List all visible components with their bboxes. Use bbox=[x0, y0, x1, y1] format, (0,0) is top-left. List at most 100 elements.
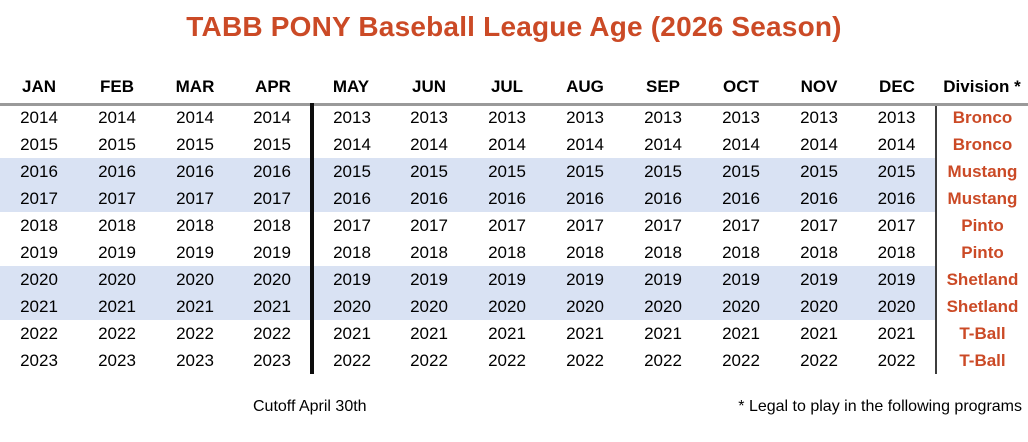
year-cell: 2019 bbox=[176, 242, 214, 262]
year-cell: 2016 bbox=[468, 185, 546, 212]
year-cell: 2017 bbox=[78, 185, 156, 212]
year-cell: 2014 bbox=[800, 134, 838, 154]
year-cell: 2018 bbox=[410, 242, 448, 262]
year-cell: 2021 bbox=[78, 293, 156, 320]
year-cell: 2020 bbox=[468, 293, 546, 320]
year-cell: 2016 bbox=[624, 185, 702, 212]
table-row: 2017 2017 2017 2017 2016 2016 2016 2016 2016 2016… bbox=[0, 185, 1028, 212]
column-header-sep: SEP bbox=[624, 76, 702, 106]
year-cell: 2020 bbox=[234, 266, 312, 293]
year-cell: 2022 bbox=[20, 323, 58, 343]
table-row: 2019 2019 2019 2019 2018 2018 2018 2018 2018 2018… bbox=[0, 239, 1028, 266]
table-row: 2021 2021 2021 2021 2020 2020 2020 2020 2020 2020… bbox=[0, 293, 1028, 320]
year-cell: 2018 bbox=[253, 215, 291, 235]
year-cell: 2019 bbox=[780, 266, 858, 293]
year-cell: 2019 bbox=[624, 266, 702, 293]
legal-note: * Legal to play in the following program… bbox=[738, 398, 1022, 415]
year-cell: 2014 bbox=[20, 108, 58, 128]
year-cell: 2017 bbox=[877, 215, 916, 235]
division-cell: Mustang bbox=[935, 158, 1028, 185]
year-cell: 2020 bbox=[858, 293, 936, 320]
year-cell: 2022 bbox=[410, 350, 448, 370]
division-cell: Shetland bbox=[935, 293, 1028, 320]
year-cell: 2019 bbox=[858, 266, 936, 293]
page-title: TABB PONY Baseball League Age (2026 Seas… bbox=[186, 11, 842, 42]
year-cell: 2017 bbox=[234, 185, 312, 212]
year-cell: 2014 bbox=[644, 134, 682, 154]
year-cell: 2017 bbox=[310, 212, 390, 239]
year-cell: 2017 bbox=[800, 215, 838, 235]
year-cell: 2021 bbox=[310, 320, 390, 347]
year-cell: 2014 bbox=[566, 134, 604, 154]
header-row: JAN FEB MAR APR MAY JUN JUL AUG SEP OCT … bbox=[0, 76, 1028, 106]
year-cell: 2014 bbox=[98, 108, 136, 128]
year-cell: 2019 bbox=[390, 266, 468, 293]
year-cell: 2021 bbox=[877, 323, 916, 343]
year-cell: 2014 bbox=[310, 131, 390, 158]
year-cell: 2019 bbox=[468, 266, 546, 293]
year-cell: 2018 bbox=[800, 242, 838, 262]
year-cell: 2017 bbox=[156, 185, 234, 212]
column-header-oct: OCT bbox=[702, 76, 780, 106]
year-cell: 2015 bbox=[390, 158, 468, 185]
division-cell: Bronco bbox=[935, 104, 1028, 131]
year-cell: 2022 bbox=[800, 350, 838, 370]
year-cell: 2018 bbox=[566, 242, 604, 262]
year-cell: 2022 bbox=[253, 323, 291, 343]
year-cell: 2021 bbox=[156, 293, 234, 320]
year-cell: 2013 bbox=[566, 108, 604, 128]
year-cell: 2014 bbox=[488, 134, 526, 154]
year-cell: 2022 bbox=[488, 350, 526, 370]
year-cell: 2019 bbox=[310, 266, 390, 293]
year-cell: 2015 bbox=[176, 134, 214, 154]
column-header-dec: DEC bbox=[858, 76, 936, 106]
year-cell: 2016 bbox=[780, 185, 858, 212]
year-cell: 2020 bbox=[390, 293, 468, 320]
year-cell: 2019 bbox=[546, 266, 624, 293]
year-cell: 2018 bbox=[176, 215, 214, 235]
year-cell: 2020 bbox=[0, 266, 78, 293]
year-cell: 2018 bbox=[20, 215, 58, 235]
table-row: 2018 2018 2018 2018 2017 2017 2017 2017 2017 2017… bbox=[0, 212, 1028, 239]
year-cell: 2017 bbox=[488, 215, 526, 235]
year-cell: 2021 bbox=[234, 293, 312, 320]
year-cell: 2018 bbox=[644, 242, 682, 262]
year-cell: 2014 bbox=[410, 134, 448, 154]
column-header-aug: AUG bbox=[546, 76, 624, 106]
column-header-division: Division * bbox=[936, 76, 1028, 106]
year-cell: 2023 bbox=[20, 350, 58, 370]
year-cell: 2015 bbox=[702, 158, 780, 185]
year-cell: 2016 bbox=[234, 158, 312, 185]
year-cell: 2013 bbox=[488, 108, 526, 128]
year-cell: 2015 bbox=[20, 134, 58, 154]
table-row: 2023 2023 2023 2023 2022 2022 2022 2022 2022 2022… bbox=[0, 347, 1028, 374]
year-cell: 2015 bbox=[546, 158, 624, 185]
year-cell: 2017 bbox=[722, 215, 760, 235]
year-cell: 2016 bbox=[0, 158, 78, 185]
year-cell: 2015 bbox=[310, 158, 390, 185]
year-cell: 2022 bbox=[98, 323, 136, 343]
year-cell: 2016 bbox=[390, 185, 468, 212]
year-cell: 2017 bbox=[566, 215, 604, 235]
year-cell: 2023 bbox=[253, 350, 291, 370]
year-cell: 2015 bbox=[253, 134, 291, 154]
division-cell: Bronco bbox=[935, 131, 1028, 158]
year-cell: 2015 bbox=[468, 158, 546, 185]
year-cell: 2016 bbox=[546, 185, 624, 212]
year-cell: 2021 bbox=[488, 323, 526, 343]
year-cell: 2013 bbox=[722, 108, 760, 128]
table-row: 2020 2020 2020 2020 2019 2019 2019 2019 2019 2019… bbox=[0, 266, 1028, 293]
table-row: 2022 2022 2022 2022 2021 2021 2021 2021 2021 2021… bbox=[0, 320, 1028, 347]
year-cell: 2017 bbox=[0, 185, 78, 212]
year-cell: 2013 bbox=[800, 108, 838, 128]
age-table-body: 2014 2014 2014 2014 2013 2013 2013 2013 2013 2013… bbox=[0, 104, 1028, 374]
year-cell: 2022 bbox=[176, 323, 214, 343]
year-cell: 2013 bbox=[310, 104, 390, 131]
table-row: 2014 2014 2014 2014 2013 2013 2013 2013 2013 2013… bbox=[0, 104, 1028, 131]
year-cell: 2017 bbox=[644, 215, 682, 235]
column-header-nov: NOV bbox=[780, 76, 858, 106]
footer: Cutoff April 30th * Legal to play in the… bbox=[0, 398, 1028, 418]
table-row: 2016 2016 2016 2016 2015 2015 2015 2015 2015 2015… bbox=[0, 158, 1028, 185]
year-cell: 2018 bbox=[310, 239, 390, 266]
year-cell: 2014 bbox=[877, 134, 916, 154]
